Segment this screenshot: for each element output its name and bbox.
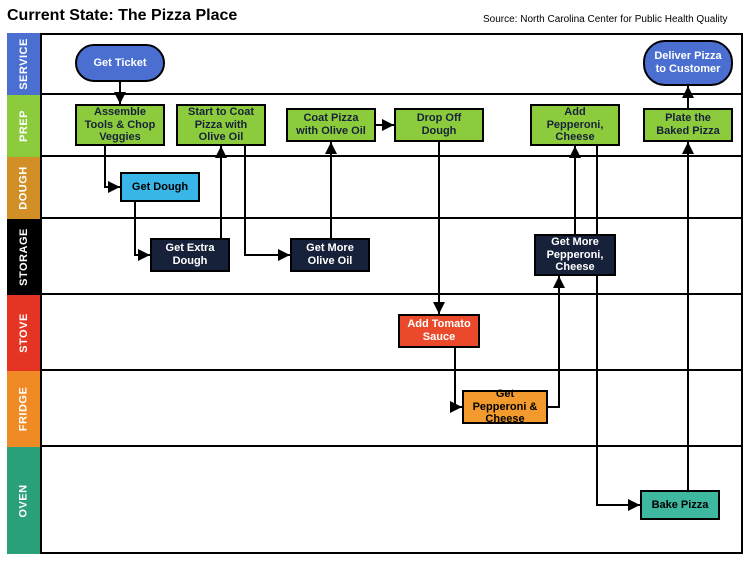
diagram-title: Current State: The Pizza Place [7,7,237,25]
lane-stove [40,295,743,371]
lane-label-fridge: FRIDGE [7,371,40,447]
source-attribution: Source: North Carolina Center for Public… [483,14,728,25]
node-start_coat: Start to Coat Pizza with Olive Oil [176,104,266,146]
node-assemble: Assemble Tools & Chop Veggies [75,104,165,146]
node-more_oil: Get More Olive Oil [290,238,370,272]
node-get_pep: Get Pepperoni & Cheese [462,390,548,424]
lane-label-oven: OVEN [7,447,40,554]
node-add_pep: Add Pepperoni, Cheese [530,104,620,146]
node-drop_dough: Drop Off Dough [394,108,484,142]
lane-label-stove: STOVE [7,295,40,371]
node-tomato: Add Tomato Sauce [398,314,480,348]
lane-fridge [40,371,743,447]
node-get_ticket: Get Ticket [75,44,165,82]
lane-label-dough: DOUGH [7,157,40,219]
node-plate: Plate the Baked Pizza [643,108,733,142]
lane-oven [40,447,743,554]
node-get_dough: Get Dough [120,172,200,202]
node-more_pep: Get More Pepperoni, Cheese [534,234,616,276]
node-coat: Coat Pizza with Olive Oil [286,108,376,142]
lane-label-service: SERVICE [7,33,40,95]
lane-label-storage: STORAGE [7,219,40,295]
lane-storage [40,219,743,295]
swimlane-diagram: { "title": { "text": "Current State: The… [0,0,750,561]
node-deliver: Deliver Pizza to Customer [643,40,733,86]
node-extra_dough: Get Extra Dough [150,238,230,272]
lane-label-prep: PREP [7,95,40,157]
node-bake: Bake Pizza [640,490,720,520]
